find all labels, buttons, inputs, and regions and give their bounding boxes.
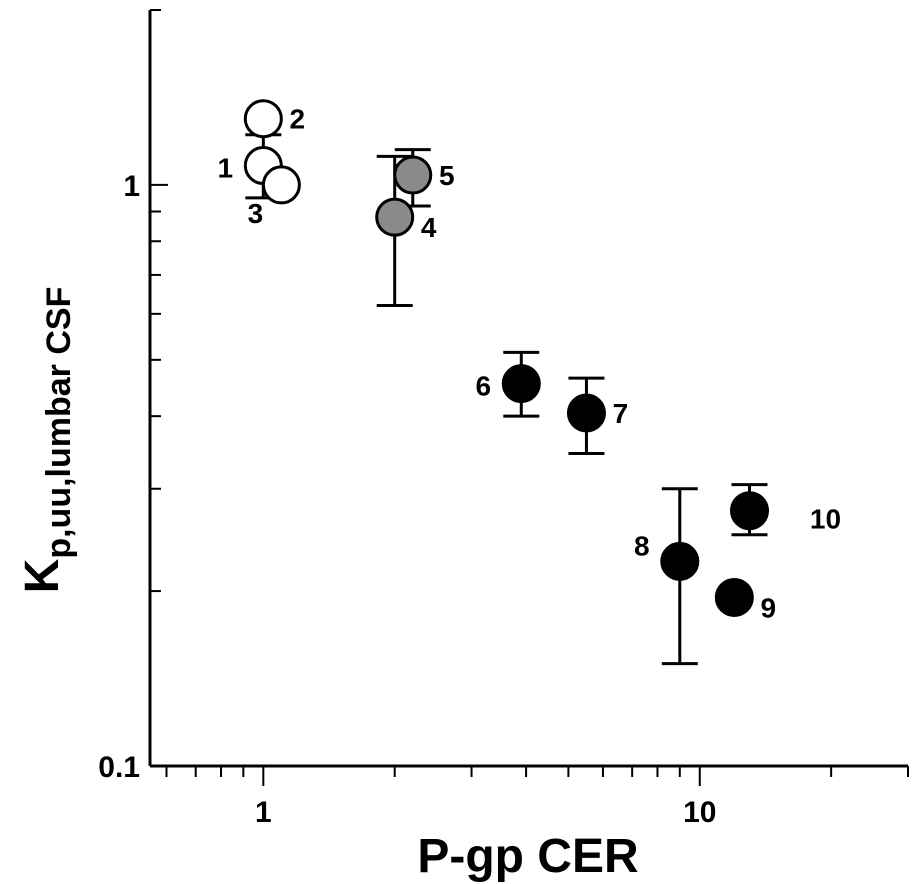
axes <box>148 10 908 768</box>
point-label-6: 6 <box>475 371 491 402</box>
x-tick-label: 1 <box>255 796 272 829</box>
ticks <box>150 9 909 786</box>
point-label-9: 9 <box>761 592 777 623</box>
point-label-2: 2 <box>290 104 306 135</box>
point-label-5: 5 <box>439 160 455 191</box>
data-point-5 <box>393 155 433 195</box>
data-point-10 <box>729 491 769 531</box>
x-tick-label: 10 <box>683 796 716 829</box>
data-point-4 <box>375 197 415 237</box>
data-point-7 <box>566 393 606 433</box>
point-label-1: 1 <box>218 153 234 184</box>
point-label-7: 7 <box>613 398 629 429</box>
error-bars <box>245 133 768 666</box>
point-label-3: 3 <box>248 198 264 229</box>
point-label-4: 4 <box>421 212 437 243</box>
data-point-2 <box>243 99 283 139</box>
y-axis-title-main: K <box>16 558 69 593</box>
point-label-10: 10 <box>810 504 841 535</box>
point-label-8: 8 <box>634 530 650 561</box>
y-axis-title-subscript: p,uu,lumbar CSF <box>40 287 78 559</box>
point-labels: 1 2 3 45 6 7 8 9 10 <box>218 104 842 624</box>
tick-labels: 1 10 0.1 1 <box>98 170 716 829</box>
data-point-9 <box>714 577 754 617</box>
data-point-3 <box>261 165 301 205</box>
data-points <box>243 99 769 617</box>
y-axis-title: Kp,uu,lumbar CSF <box>16 287 78 594</box>
data-point-6 <box>501 364 541 404</box>
y-tick-label: 0.1 <box>98 751 140 784</box>
y-tick-label: 1 <box>123 170 140 203</box>
x-axis-title: P-gp CER <box>417 830 638 883</box>
data-point-8 <box>660 541 700 581</box>
